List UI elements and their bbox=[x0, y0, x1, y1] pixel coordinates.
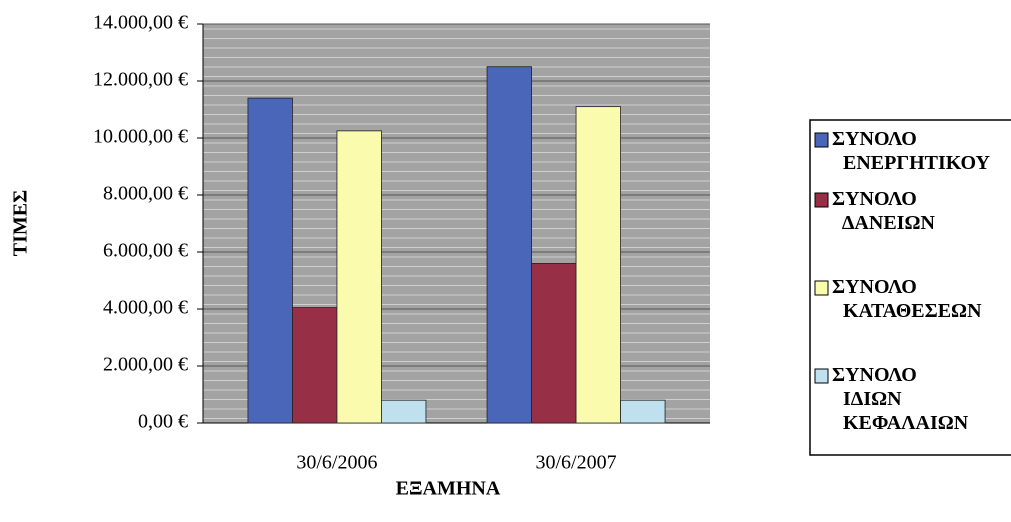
y-tick-label: 0,00 € bbox=[138, 411, 188, 433]
bar bbox=[292, 307, 338, 424]
bar bbox=[381, 399, 427, 424]
bar bbox=[620, 399, 666, 424]
legend-swatch bbox=[814, 368, 829, 384]
legend-label: ΣΥΝΟΛΟ ΚΑΤΑΘΕΣΕΩΝ bbox=[832, 276, 982, 322]
y-tick-label: 14.000,00 € bbox=[93, 12, 188, 34]
y-tick-label: 10.000,00 € bbox=[93, 126, 188, 148]
bar bbox=[486, 66, 532, 424]
legend-label: ΣΥΝΟΛΟ ΙΔΙΩΝ ΚΕΦΑΛΑΙΩΝ bbox=[832, 364, 969, 434]
x-tick-label: 30/6/2006 bbox=[296, 452, 377, 474]
bar bbox=[247, 97, 293, 424]
x-axis-label: ΕΞΑΜΗΝΑ bbox=[396, 478, 501, 500]
y-tick-label: 8.000,00 € bbox=[103, 183, 188, 205]
y-tick-label: 2.000,00 € bbox=[103, 354, 188, 376]
x-tick-label: 30/6/2007 bbox=[535, 452, 616, 474]
y-axis-label: ΤΙΜΕΣ bbox=[10, 190, 32, 256]
y-tick-label: 12.000,00 € bbox=[93, 69, 188, 91]
legend-label: ΣΥΝΟΛΟ ΕΝΕΡΓΗΤΙΚΟΥ bbox=[832, 128, 990, 174]
bar bbox=[575, 106, 621, 424]
legend-label: ΣΥΝΟΛΟ ΔΑΝΕΙΩΝ bbox=[832, 188, 935, 234]
y-tick-label: 6.000,00 € bbox=[103, 240, 188, 262]
legend-swatch bbox=[814, 192, 829, 208]
y-tick-label: 4.000,00 € bbox=[103, 297, 188, 319]
legend-swatch bbox=[814, 132, 829, 148]
legend-box bbox=[809, 119, 1011, 456]
bar bbox=[336, 130, 382, 424]
legend-swatch bbox=[814, 280, 829, 296]
bar bbox=[531, 262, 577, 424]
